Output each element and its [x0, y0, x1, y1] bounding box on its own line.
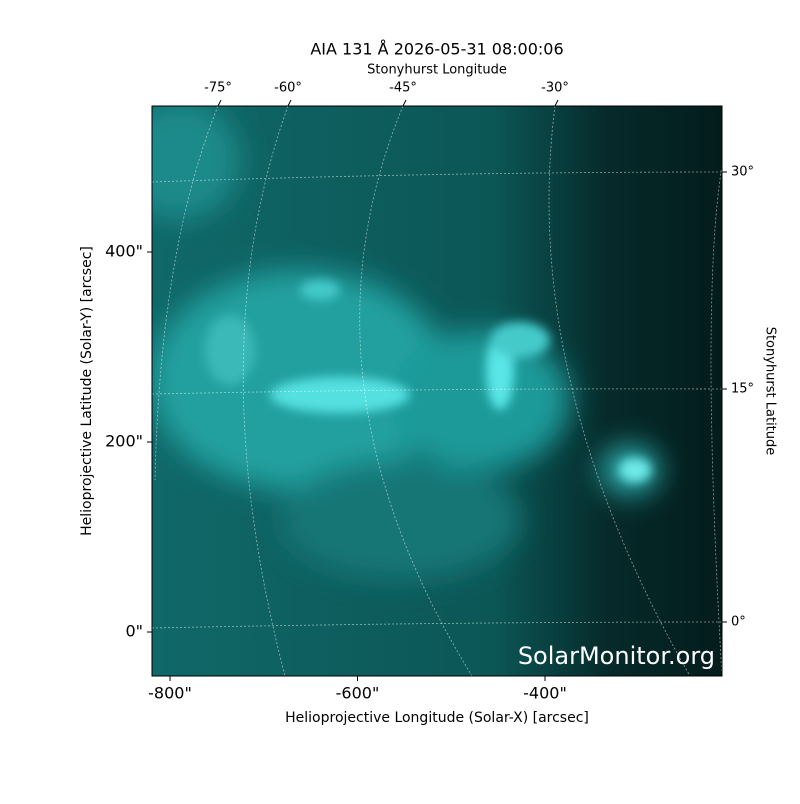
top-tick — [402, 99, 407, 107]
y-tick-label: 200" — [105, 432, 143, 451]
x-tick-label: -600" — [336, 684, 380, 703]
right-tick-label: 30° — [731, 165, 754, 180]
right-axis-label: Stonyhurst Latitude — [763, 327, 778, 456]
top-axis-label: Stonyhurst Longitude — [367, 63, 507, 78]
top-tick-label: -30° — [541, 81, 569, 96]
x-tick-label: -800" — [148, 684, 192, 703]
top-tick — [554, 99, 559, 107]
top-tick-label: -75° — [204, 81, 232, 96]
top-tick — [287, 99, 292, 107]
watermark: SolarMonitor.org — [518, 642, 715, 670]
top-tick-label: -60° — [274, 81, 302, 96]
top-tick — [217, 99, 222, 107]
chart-title: AIA 131 Å 2026-05-31 08:00:06 — [310, 40, 563, 59]
x-tick-label: -400" — [523, 684, 567, 703]
right-tick-label: 15° — [731, 382, 754, 397]
solar-image: SolarMonitor.org — [152, 106, 722, 676]
y-axis-label: Helioprojective Latitude (Solar-Y) [arcs… — [79, 246, 95, 536]
top-tick-label: -45° — [389, 81, 417, 96]
right-tick-label: 0° — [731, 615, 746, 630]
plot-frame — [151, 105, 723, 677]
stonyhurst-grid — [152, 106, 722, 676]
x-axis-label: Helioprojective Longitude (Solar-X) [arc… — [285, 710, 589, 726]
y-tick-label: 0" — [125, 622, 143, 641]
y-tick-label: 400" — [105, 242, 143, 261]
